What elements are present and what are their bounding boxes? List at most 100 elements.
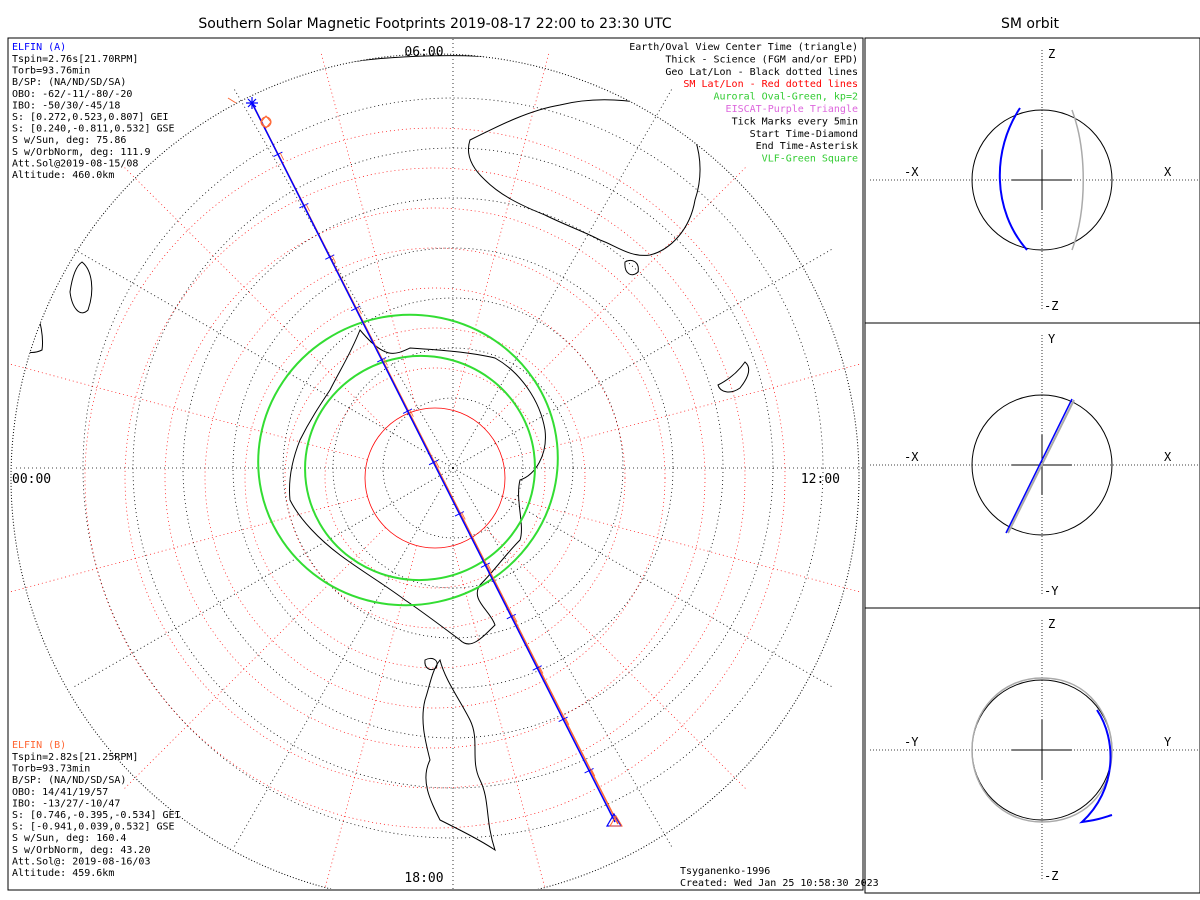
elfin-a-tick [273, 151, 283, 158]
elfin-a-line: S w/Sun, deg: 75.86 [12, 135, 126, 146]
elfin-b-tick [435, 460, 440, 469]
elfin-a-tick [506, 613, 516, 620]
elfin-b-tick [331, 255, 336, 263]
legend-entry: Earth/Oval View Center Time (triangle) [629, 42, 858, 53]
auroral-oval-inner [304, 354, 536, 582]
elfin-b-tick [564, 717, 570, 726]
elfin-b-tick [305, 203, 311, 212]
elfin-b-tick [461, 512, 466, 520]
elfin-b-tick [383, 358, 388, 366]
orbit-panel-yz: Z -Z -Y Y [870, 617, 1198, 883]
elfin-b-line: S: [0.746,-0.395,-0.534] GEI [12, 810, 181, 821]
orbit-panel-yz-frame [864, 607, 1200, 894]
geo-meridian [71, 467, 454, 689]
orbit-label-top: Z [1048, 47, 1055, 61]
orbit-panel-xz: Z -Z -X X [870, 47, 1198, 313]
elfin-a-line: Torb=93.76min [12, 66, 90, 77]
elfin-b-line: S w/OrbNorm, deg: 43.20 [12, 845, 150, 856]
elfin-a-line: B/SP: (NA/ND/SD/SA) [12, 77, 126, 88]
elfin-b-tick [590, 768, 596, 777]
elfin-b-line: Torb=93.73min [12, 764, 90, 775]
geo-meridian [232, 467, 454, 850]
orbit-title: SM orbit [1001, 16, 1060, 32]
time-label-right: 12:00 [801, 472, 840, 487]
orbit-label-left: -X [904, 450, 919, 464]
time-label-bottom: 18:00 [404, 871, 443, 886]
earth-circle [971, 109, 1113, 251]
legend-entry: End Time-Asterisk [756, 141, 858, 152]
elfin-a-tick [299, 203, 309, 209]
legend-entry: Auroral Oval-Green, kp=2 [714, 92, 859, 103]
orbit-label-bottom: -Z [1044, 869, 1058, 883]
elfin-b-line: Att.Sol@: 2019-08-16/03 [12, 856, 150, 867]
geo-latlon-grid [13, 39, 862, 889]
elfin-b-header: ELFIN (B) [12, 740, 66, 751]
sm-latitude-circle [324, 367, 546, 589]
geo-meridian [452, 467, 674, 850]
elfin-a-tick [480, 562, 491, 568]
elfin-a-header: ELFIN (A) [12, 42, 66, 53]
elfin-a-tick [351, 305, 361, 312]
footer-model: Tsyganenko-1996 [680, 866, 770, 877]
sm-meridian [123, 527, 386, 790]
elfin-a-end-asterisk [246, 97, 258, 109]
elfin-a-tick [532, 665, 542, 671]
sm-meridian [484, 166, 747, 429]
page-title: Southern Solar Magnetic Footprints 2019-… [198, 16, 672, 32]
elfin-b-line: Tspin=2.82s[21.25RPM] [12, 752, 138, 763]
coastline-tasmania [624, 259, 639, 276]
time-label-left: 00:00 [12, 472, 51, 487]
sm-latitude-circle [124, 167, 746, 789]
elfin-a-tick [454, 511, 465, 517]
elfin-a-tick [584, 767, 594, 774]
sm-meridian [9, 363, 368, 461]
elfin-a-line: IBO: -50/30/-45/18 [12, 100, 120, 111]
orbit-label-right: X [1164, 165, 1172, 179]
time-label-top: 06:00 [404, 45, 443, 60]
elfin-b-tick [279, 152, 285, 161]
elfin-a-line: S: [0.272,0.523,0.807] GEI [12, 112, 169, 123]
legend-entry: Thick - Science (FGM and/or EPD) [665, 54, 858, 65]
elfin-a-tick [376, 357, 387, 363]
elfin-a-line: S w/OrbNorm, deg: 111.9 [12, 147, 150, 158]
coastline-africa [11, 269, 44, 353]
elfin-b-view-triangle [609, 815, 623, 827]
coastline-antarctica [289, 329, 546, 645]
sm-latitude-circle [284, 327, 586, 629]
elfin-a-line: Att.Sol@2019-08-15/08 [12, 158, 138, 169]
geo-meridian [452, 467, 835, 689]
geo-meridian [452, 247, 835, 469]
sm-meridian [320, 52, 418, 411]
orbit-label-bottom: -Y [1044, 584, 1059, 598]
sm-meridian [452, 52, 550, 411]
orbit-label-left: -Y [904, 735, 919, 749]
elfin-b-tick [357, 306, 362, 315]
coastline-madagascar [69, 261, 93, 314]
elfin-b-tick [539, 666, 544, 674]
orbit-b-path [971, 677, 1113, 823]
sm-pole-circle [364, 407, 506, 549]
coastline-australia [467, 99, 701, 256]
elfin-b-line: S w/Sun, deg: 160.4 [12, 833, 126, 844]
sm-meridian [502, 495, 861, 593]
elfin-b-line: Altitude: 459.6km [12, 868, 114, 879]
orbit-panels: Z -Z -X X Y -Y -X X Z -Z -Y Y [870, 47, 1198, 883]
coastline-south-america [422, 658, 496, 852]
globe-boundary [10, 53, 860, 889]
orbit-a-path [998, 107, 1028, 251]
orbit-label-right: X [1164, 450, 1172, 464]
elfin-b-line: S: [-0.941,0.039,0.532] GSE [12, 822, 175, 833]
elfin-b-line: IBO: -13/27/-10/47 [12, 798, 120, 809]
elfin-a-info: ELFIN (A) Tspin=2.76s[21.70RPM]Torb=93.7… [12, 42, 175, 181]
elfin-a-line: OBO: -62/-11/-80/-20 [12, 89, 132, 100]
track-tick-marks [273, 151, 596, 777]
coastline-falklands [424, 657, 438, 671]
orbit-label-top: Z [1048, 617, 1055, 631]
elfin-b-line: OBO: 14/41/19/57 [12, 787, 108, 798]
legend-entry: EISCAT-Purple Triangle [726, 104, 858, 115]
coastline-islands-north [349, 54, 641, 76]
elfin-b-tick [487, 563, 492, 571]
auroral-oval-outer [257, 313, 559, 607]
elfin-a-line: Tspin=2.76s[21.70RPM] [12, 54, 138, 65]
sm-latitude-circle [84, 127, 786, 829]
